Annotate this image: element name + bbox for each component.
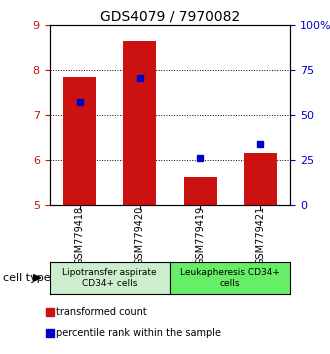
Bar (63, 77, 96, 205)
Text: GSM779420: GSM779420 (135, 206, 145, 265)
Text: GSM779418: GSM779418 (75, 206, 84, 265)
Text: Lipotransfer aspirate
CD34+ cells: Lipotransfer aspirate CD34+ cells (62, 268, 157, 287)
Text: cell type: cell type (3, 273, 51, 283)
Text: percentile rank within the sample: percentile rank within the sample (56, 328, 221, 338)
Title: GDS4079 / 7970082: GDS4079 / 7970082 (100, 10, 240, 24)
Text: Leukapheresis CD34+
cells: Leukapheresis CD34+ cells (180, 268, 280, 287)
Bar (123, 41, 156, 205)
Text: transformed count: transformed count (56, 307, 147, 316)
Text: GSM779419: GSM779419 (195, 206, 205, 265)
Bar (244, 153, 277, 205)
Text: GSM779421: GSM779421 (255, 206, 265, 265)
Bar (183, 177, 216, 205)
